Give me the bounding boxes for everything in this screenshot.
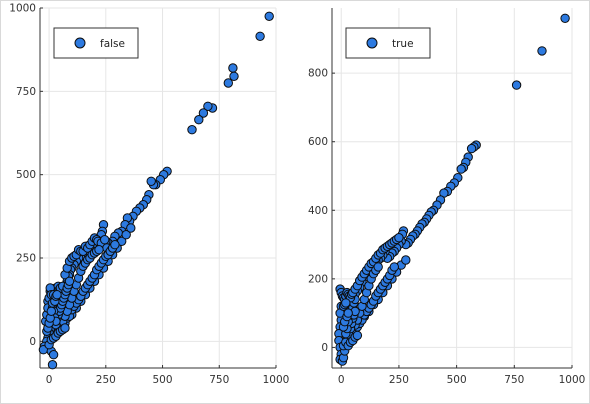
data-point: [466, 143, 477, 154]
legend-label: true: [392, 38, 414, 50]
data-point: [352, 330, 363, 341]
data-point: [46, 306, 56, 316]
legend-box: [345, 27, 431, 59]
panel-2: 0 250 500 750 1000 0 200 400 600 800 true: [308, 8, 585, 386]
data-point: [511, 80, 522, 90]
data-point: [229, 71, 239, 82]
legend-marker: [366, 37, 378, 49]
y-tick-label: 200: [308, 273, 328, 285]
x-tick-label: 0: [338, 374, 345, 386]
data-point: [146, 176, 156, 187]
data-point: [343, 308, 353, 318]
x-tick-label: 750: [504, 374, 524, 386]
data-point: [64, 276, 75, 286]
y-tick-label: 750: [16, 86, 36, 98]
data-point: [52, 290, 62, 300]
y-tick-label: 250: [16, 253, 36, 265]
legend-box: [53, 27, 139, 59]
data-point: [228, 63, 238, 73]
x-tick-label: 0: [46, 374, 53, 386]
data-point: [187, 125, 197, 135]
series-false: [38, 11, 274, 370]
data-point: [389, 262, 399, 272]
x-tick-label: 250: [96, 374, 116, 386]
legend: true: [345, 27, 431, 59]
y-tick-label: 0: [29, 336, 36, 348]
y-tick-label: 800: [308, 68, 328, 80]
legend: false: [53, 27, 139, 59]
panel-1: 0 250 500 750 1000 0 250 500 750 1000 false: [9, 3, 289, 387]
data-point: [48, 350, 59, 360]
data-point: [194, 115, 204, 125]
data-point: [198, 108, 209, 118]
data-point: [560, 13, 570, 23]
x-tick-label: 750: [209, 374, 229, 386]
data-point: [100, 235, 110, 245]
data-point: [94, 245, 104, 255]
legend-marker: [74, 37, 86, 49]
data-point: [223, 78, 234, 88]
data-point: [255, 31, 265, 41]
data-point: [401, 255, 411, 265]
data-point: [394, 233, 404, 243]
data-point: [341, 298, 351, 308]
legend-label: false: [100, 38, 125, 50]
data-point: [203, 101, 213, 112]
data-point: [373, 262, 383, 272]
data-point: [264, 11, 274, 21]
y-tick-label: 600: [308, 136, 328, 148]
y-tick-label: 1000: [9, 3, 36, 15]
data-point: [537, 46, 547, 56]
data-point: [47, 360, 58, 370]
x-tick-label: 1000: [559, 374, 586, 386]
x-tick-label: 500: [447, 374, 467, 386]
data-point: [456, 164, 466, 174]
series-true: [334, 13, 570, 366]
data-point: [60, 323, 70, 333]
y-tick-label: 500: [16, 169, 36, 181]
data-point: [110, 240, 120, 250]
x-tick-label: 250: [389, 374, 409, 386]
data-point: [121, 230, 131, 240]
data-point: [126, 223, 136, 233]
y-tick-label: 0: [321, 342, 328, 354]
y-tick-label: 400: [308, 205, 328, 217]
x-tick-label: 1000: [263, 374, 290, 386]
x-tick-label: 500: [153, 374, 173, 386]
